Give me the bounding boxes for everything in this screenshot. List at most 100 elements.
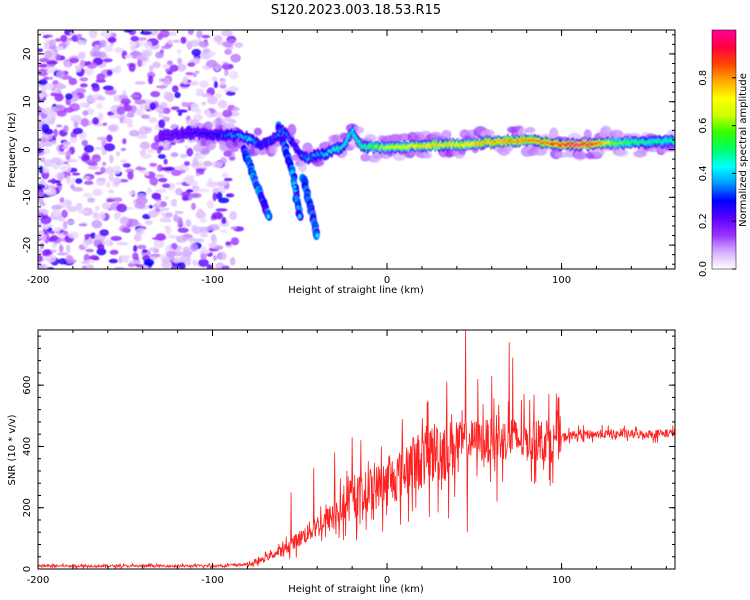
- noise-blob: [148, 116, 158, 124]
- noise-blob: [43, 142, 53, 147]
- noise-blob: [191, 57, 201, 65]
- noise-blob: [92, 188, 103, 197]
- branch-core: [298, 214, 302, 219]
- noise-blob: [66, 219, 75, 225]
- noise-blob: [155, 85, 168, 89]
- snr-ticks: -200 -100 0 100 0 200 400 600: [22, 330, 675, 586]
- ridge-blob: [672, 140, 675, 143]
- noise-blob: [147, 148, 155, 154]
- noise-blob: [223, 88, 229, 93]
- noise-blob: [38, 137, 48, 142]
- noise-blob: [183, 161, 191, 166]
- ridge-halo: [554, 151, 569, 158]
- noise-blob: [54, 93, 64, 102]
- noise-blob: [136, 244, 147, 250]
- noise-blob: [39, 31, 47, 36]
- noise-blob: [75, 64, 82, 73]
- noise-blob: [207, 178, 213, 183]
- noise-blob: [44, 253, 57, 263]
- noise-blob: [106, 69, 113, 76]
- noise-blob: [229, 210, 238, 220]
- noise-blob: [161, 212, 167, 217]
- noise-blob: [189, 192, 202, 199]
- noise-blob: [163, 225, 171, 230]
- noise-blob: [43, 159, 54, 168]
- noise-blob: [116, 241, 129, 246]
- noise-blob: [51, 204, 62, 210]
- noise-blob: [80, 117, 89, 127]
- x-tick-label: 0: [384, 575, 390, 586]
- noise-blob: [75, 87, 87, 94]
- colorbar-tick-label: 0.8: [698, 70, 709, 86]
- noise-blob: [96, 177, 106, 181]
- noise-blob: [97, 243, 105, 251]
- noise-blob: [129, 40, 138, 46]
- noise-blob: [210, 233, 217, 242]
- noise-blob: [227, 38, 236, 43]
- noise-blob: [109, 241, 114, 246]
- noise-blob: [43, 76, 50, 81]
- noise-blob: [215, 208, 228, 212]
- noise-blob: [221, 172, 229, 179]
- noise-blob: [153, 239, 165, 249]
- snr-panel: -200 -100 0 100 0 200 400 600 Height of straigh…: [7, 329, 676, 595]
- ridge-halo: [360, 153, 371, 162]
- noise-blob: [181, 195, 189, 201]
- noise-blob: [180, 36, 187, 44]
- ridge-halo: [364, 133, 377, 142]
- noise-blob: [148, 247, 158, 252]
- noise-blob: [155, 199, 161, 206]
- noise-blob: [94, 205, 100, 211]
- noise-blob: [199, 226, 210, 233]
- noise-blob: [106, 134, 113, 143]
- noise-blob: [45, 83, 54, 90]
- ridge-halo: [302, 142, 313, 154]
- noise-blob: [142, 50, 151, 58]
- noise-blob: [152, 61, 161, 69]
- noise-blob: [162, 77, 171, 87]
- noise-blob: [200, 232, 209, 238]
- noise-blob: [122, 163, 131, 168]
- noise-blob: [69, 31, 77, 36]
- noise-blob: [165, 251, 177, 258]
- noise-blob: [130, 94, 140, 98]
- noise-blob: [102, 122, 108, 126]
- noise-blob: [155, 188, 167, 193]
- noise-blob: [50, 234, 59, 242]
- noise-blob: [184, 145, 190, 150]
- noise-blob: [213, 80, 218, 89]
- noise-blob: [200, 252, 207, 260]
- noise-blob: [38, 165, 44, 174]
- noise-blob: [177, 216, 183, 225]
- noise-blob: [222, 41, 234, 48]
- noise-blob: [213, 35, 223, 43]
- noise-blob: [137, 58, 143, 68]
- noise-blob: [54, 46, 64, 51]
- noise-blob: [179, 83, 191, 87]
- noise-blob: [234, 42, 244, 48]
- noise-blob: [160, 101, 168, 109]
- noise-blob: [83, 144, 95, 153]
- noise-blob: [135, 55, 147, 60]
- noise-blob: [60, 202, 67, 209]
- noise-blob: [50, 249, 57, 253]
- noise-blob: [99, 229, 109, 237]
- noise-blob: [101, 148, 107, 156]
- noise-blob: [81, 139, 88, 147]
- noise-blob: [195, 173, 200, 177]
- noise-blob: [87, 162, 98, 166]
- noise-blob: [167, 39, 174, 45]
- noise-blob: [218, 197, 230, 204]
- ridge-halo: [549, 127, 559, 140]
- noise-blob: [104, 44, 114, 53]
- noise-blob: [83, 180, 94, 186]
- noise-blob: [164, 196, 169, 201]
- noise-blob: [163, 158, 168, 165]
- noise-blob: [65, 163, 72, 172]
- noise-blob: [39, 157, 46, 163]
- noise-blob: [107, 37, 117, 43]
- noise-blob: [129, 259, 142, 265]
- x-tick-label: -200: [27, 275, 50, 286]
- noise-blob: [155, 174, 165, 178]
- noise-blob: [222, 62, 229, 71]
